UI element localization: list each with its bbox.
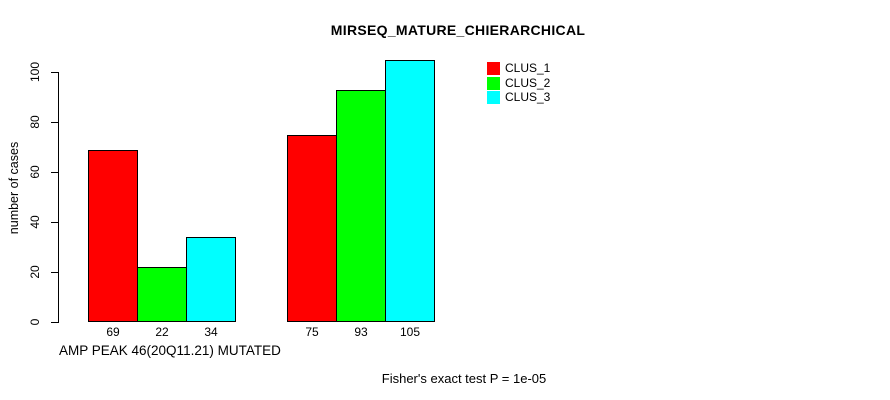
bar-clus_3-group-1 [186,237,236,322]
legend-label-clus1: CLUS_1 [505,61,551,75]
y-tick-label-80: 80 [28,115,42,129]
y-tick-20 [51,272,58,273]
bar-value-label-clus_2-group-2: 93 [354,325,368,339]
legend-row-clus2: CLUS_2 [487,75,551,90]
legend-swatch-clus1 [487,62,500,75]
y-tick-100 [51,72,58,73]
x-axis-label: AMP PEAK 46(20Q11.21) MUTATED [59,343,281,358]
legend-swatch-clus3 [487,91,500,104]
legend-row-clus1: CLUS_1 [487,62,550,75]
y-tick-80 [51,122,58,123]
y-tick-label-100: 100 [28,61,42,83]
legend-row-clus3: CLUS_3 [487,91,550,104]
y-tick-label-0: 0 [28,318,42,326]
bar-clus_2-group-1 [137,267,187,322]
legend-label-clus3: CLUS_3 [505,90,551,104]
footnote-text: Fisher's exact test P = 1e-05 [381,371,547,386]
bar-value-label-clus_1-group-1: 69 [106,325,120,339]
legend-swatch-clus2 [487,76,500,90]
bar-clus_1-group-1 [88,149,138,322]
y-tick-60 [51,172,58,173]
y-axis-line [58,72,59,323]
y-tick-label-40: 40 [28,215,42,229]
bar-clus_3-group-2 [385,59,435,322]
y-tick-0 [51,322,58,323]
y-tick-40 [51,222,58,223]
y-tick-label-60: 60 [28,165,42,179]
bar-clus_2-group-2 [336,89,386,322]
bar-value-label-clus_1-group-2: 75 [305,325,319,339]
bar-value-label-clus_3-group-2: 105 [399,325,421,339]
y-tick-label-20: 20 [28,265,42,279]
bar-value-label-clus_2-group-1: 22 [155,325,169,339]
bar-clus_1-group-2 [287,134,337,322]
legend-label-clus2: CLUS_2 [505,75,551,90]
bar-value-label-clus_3-group-1: 34 [204,325,218,339]
y-axis-title: number of cases [7,141,21,235]
chart-title: MIRSEQ_MATURE_CHIERARCHICAL [330,22,586,38]
legend: CLUS_1 CLUS_2 CLUS_3 [487,62,550,104]
